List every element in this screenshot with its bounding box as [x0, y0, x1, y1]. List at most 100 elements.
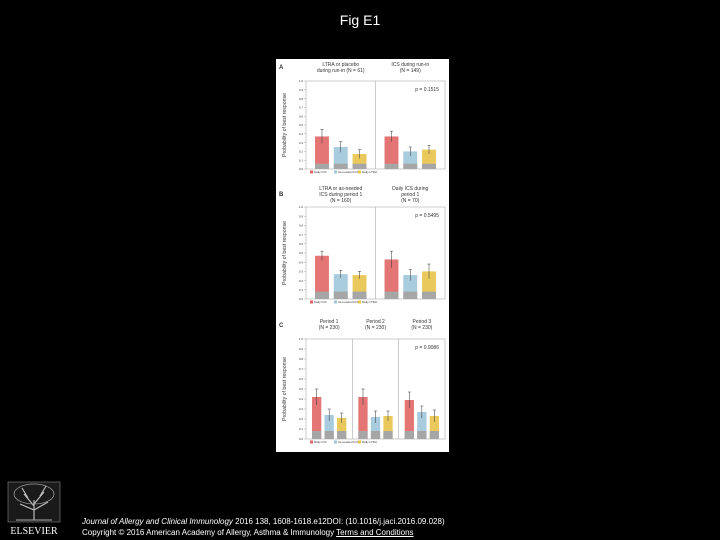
y-tick-label: 0.3: [299, 407, 304, 411]
citation: Journal of Allergy and Clinical Immunolo…: [82, 516, 445, 538]
legend-entry: Daily ICS: [314, 300, 327, 304]
citation-journal: Journal of Allergy and Clinical Immunolo…: [82, 517, 233, 526]
citation-details: 2016 138, 1608-1618.e12DOI: (10.1016/j.j…: [232, 517, 445, 526]
bar: [429, 416, 439, 439]
bar-base: [337, 431, 347, 439]
bar-base: [352, 163, 367, 169]
bar: [383, 416, 393, 439]
group-label: (N = 230): [365, 325, 386, 331]
elsevier-logo: ELSEVIER: [7, 481, 61, 537]
legend-entry: As-needed ICS: [338, 300, 358, 304]
bar-base: [315, 163, 329, 169]
group-label: LTRA or placebo: [322, 62, 359, 68]
legend-entry: As-needed ICS: [338, 440, 358, 444]
bar-base: [384, 291, 399, 299]
bar: [384, 136, 399, 169]
y-tick-label: 0.4: [299, 132, 304, 136]
y-tick-label: 0.6: [299, 242, 304, 246]
y-tick-label: 0.8: [299, 97, 304, 101]
panel-label: A: [279, 65, 284, 71]
bar: [404, 400, 414, 439]
y-tick-label: 0.5: [299, 251, 304, 255]
y-tick-label: 0.9: [299, 214, 304, 218]
bar: [315, 136, 329, 169]
y-tick-label: 0.6: [299, 114, 304, 118]
figure-chart: A Probability of best response 1.0 0.9 0.8 0.…: [279, 62, 446, 444]
y-tick-label: 0.0: [299, 167, 304, 171]
group-label: (N = 70): [401, 198, 420, 204]
y-tick-label: 0.4: [299, 397, 304, 401]
legend-swatch: [310, 440, 313, 444]
bar-base: [358, 431, 368, 439]
bar-base: [429, 431, 439, 439]
p-value-annotation: p = 0.9086: [415, 345, 439, 351]
group-label: Period 3: [413, 319, 432, 325]
bar-base: [352, 291, 367, 299]
y-tick-label: 0.4: [299, 260, 304, 264]
y-tick-label: 0.2: [299, 279, 304, 283]
y-tick-label: 0.9: [299, 88, 304, 92]
y-tick-label: 0.8: [299, 224, 304, 228]
y-tick-label: 0.9: [299, 347, 304, 351]
legend-swatch: [358, 300, 361, 304]
legend-entry: Daily LTRA: [362, 300, 377, 304]
group-label: (N = 230): [411, 325, 432, 331]
y-tick-label: 0.2: [299, 417, 304, 421]
bar-base: [370, 431, 381, 439]
legend-entry: Daily LTRA: [362, 170, 377, 174]
group-label: Period 2: [366, 319, 385, 325]
bar: [417, 412, 427, 439]
elsevier-logo-text: ELSEVIER: [10, 526, 58, 537]
group-label: (N = 160): [330, 198, 351, 204]
p-value-annotation: p = 0.1515: [415, 87, 439, 93]
legend-entry: As-needed ICS: [338, 170, 358, 174]
group-label: during run-in (N = 61): [317, 68, 365, 74]
bar: [358, 397, 368, 439]
y-tick-label: 0.3: [299, 141, 304, 145]
bar-base: [384, 163, 399, 169]
group-label: Daily ICS during: [392, 186, 428, 192]
slide-title: Fig E1: [339, 12, 381, 28]
y-tick-label: 1.0: [299, 79, 304, 83]
bar-base: [422, 291, 436, 299]
y-tick-label: 0.5: [299, 123, 304, 127]
terms-link[interactable]: Terms and Conditions: [336, 528, 414, 537]
y-tick-label: 0.0: [299, 437, 304, 441]
bar-base: [383, 431, 393, 439]
bar-base: [333, 291, 348, 299]
y-tick-label: 0.7: [299, 367, 304, 371]
legend-swatch: [310, 300, 313, 304]
bar-base: [417, 431, 427, 439]
group-label: ICS during period 1: [319, 192, 362, 198]
bar-base: [312, 431, 322, 439]
y-tick-label: 0.1: [299, 158, 304, 162]
bar: [333, 147, 348, 169]
y-tick-label: 1.0: [299, 205, 304, 209]
panel-label: C: [279, 323, 284, 329]
legend-swatch: [334, 300, 337, 304]
bar: [324, 415, 334, 439]
group-label: Period 1: [320, 319, 339, 325]
bar-base: [403, 163, 418, 169]
legend-swatch: [334, 440, 337, 444]
legend-entry: Daily LTRA: [362, 440, 377, 444]
y-axis-label: Probability of best response: [282, 221, 288, 285]
legend-swatch: [334, 170, 337, 174]
bar-base: [324, 431, 334, 439]
y-tick-label: 1.0: [299, 337, 304, 341]
bar: [312, 397, 322, 439]
group-label: ICS during run-in: [391, 62, 429, 68]
copyright-text: Copyright © 2016 American Academy of All…: [82, 528, 335, 537]
y-tick-label: 0.1: [299, 427, 304, 431]
bar-base: [315, 291, 329, 299]
legend-swatch: [358, 440, 361, 444]
figure-panel: A Probability of best response 1.0 0.9 0.8 0.…: [276, 59, 449, 452]
legend-entry: Daily ICS: [314, 170, 327, 174]
y-axis-label: Probability of best response: [282, 357, 288, 421]
group-label: (N = 149): [400, 68, 421, 74]
bar: [337, 418, 347, 439]
y-tick-label: 0.2: [299, 150, 304, 154]
y-axis-label: Probability of best response: [282, 93, 288, 157]
group-label: (N = 230): [319, 325, 340, 331]
y-tick-label: 0.7: [299, 106, 304, 110]
